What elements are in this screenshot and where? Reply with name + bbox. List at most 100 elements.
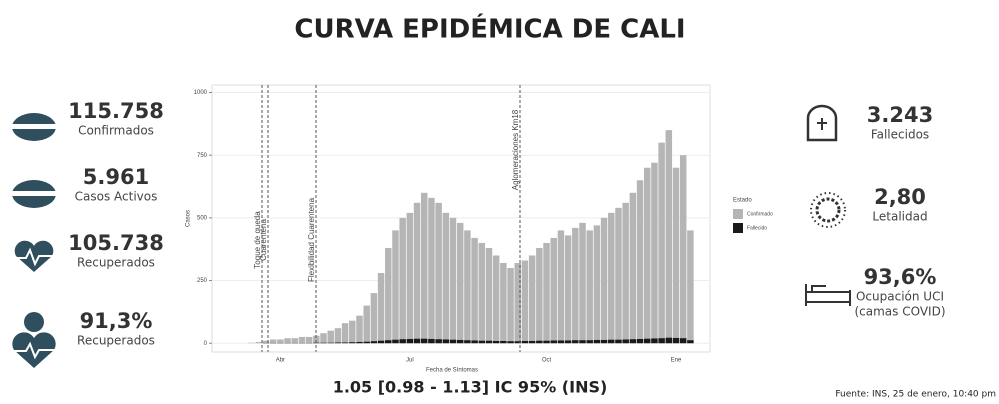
bar (644, 167, 651, 344)
stat-value: 3.243 (867, 103, 933, 127)
bar (406, 338, 414, 344)
bar (665, 130, 673, 344)
bar (550, 237, 557, 344)
bar (600, 217, 608, 344)
bar (500, 340, 507, 344)
bar (421, 338, 428, 344)
bar (428, 197, 435, 344)
bar (651, 338, 658, 344)
bar (370, 341, 378, 344)
event-label: Aglomeraciones Km18 (511, 109, 520, 190)
stat-value: 2,80 (874, 185, 926, 209)
bar (385, 247, 392, 344)
bar (615, 339, 622, 344)
bar (687, 340, 694, 344)
bar (428, 338, 435, 344)
bar (298, 336, 306, 344)
bar (557, 230, 565, 344)
bar (579, 340, 586, 344)
stat-value: 5.961 (83, 165, 149, 189)
bar (435, 339, 442, 344)
bar (464, 340, 471, 344)
bar (507, 268, 514, 344)
stat-label: Fallecidos (871, 128, 929, 142)
x-tick-label: Jul (406, 358, 414, 364)
bar (356, 315, 363, 344)
bar (442, 212, 450, 344)
bar (572, 227, 579, 344)
bar (435, 202, 442, 344)
y-tick-label: 1000 (194, 90, 208, 96)
bar (421, 192, 428, 344)
icon-recovered-pct (12, 312, 56, 368)
bar (615, 207, 622, 344)
bar (485, 247, 493, 344)
bar (679, 338, 687, 344)
y-tick-label: 0 (204, 341, 208, 347)
y-tick-label: 750 (197, 153, 208, 159)
bar (377, 273, 385, 344)
bar (385, 340, 392, 344)
bar (399, 217, 406, 344)
bar (665, 337, 673, 344)
bar (349, 342, 356, 344)
bar (514, 263, 521, 344)
legend-swatch (733, 209, 743, 219)
bar (636, 338, 644, 344)
bar (672, 337, 680, 344)
bar (629, 192, 637, 344)
legend-label: Confirmado (747, 211, 773, 217)
event-label: Cuarentena (259, 219, 268, 261)
bar (392, 339, 399, 344)
bar (557, 340, 565, 344)
bar (334, 342, 342, 344)
stat-label: Letalidad (872, 210, 927, 224)
bar (349, 320, 356, 344)
bar (579, 222, 586, 344)
stat-label: Casos Activos (75, 190, 158, 204)
legend-label: Fallecido (747, 225, 767, 231)
x-tick-label: Abr (276, 358, 285, 364)
bar (622, 339, 629, 344)
bar (536, 247, 543, 344)
bar (456, 222, 464, 344)
bar (449, 217, 457, 344)
bar (543, 340, 550, 344)
stat-sublabel: (camas COVID) (854, 305, 945, 319)
bar (600, 339, 608, 344)
bar (672, 167, 680, 344)
stat-label: Ocupación UCI (856, 290, 944, 304)
icon-recovered (14, 240, 54, 272)
bar (413, 202, 421, 344)
bar (514, 341, 521, 344)
bar (586, 230, 593, 344)
bar (269, 339, 277, 344)
bar (406, 212, 414, 344)
bar (327, 342, 334, 344)
stat-value: 93,6% (864, 265, 937, 289)
bar (679, 155, 687, 344)
bar (608, 339, 615, 344)
bar (277, 339, 284, 344)
bar (507, 341, 514, 344)
bar (356, 341, 363, 344)
x-tick-label: Ene (671, 358, 682, 364)
event-label: Flexibilidad Cuarentena (307, 197, 316, 282)
bar (291, 338, 298, 344)
bar (593, 339, 601, 344)
bar (334, 328, 342, 344)
stat-value: 105.738 (68, 231, 164, 255)
bar (363, 305, 370, 344)
y-axis-label: Casos (186, 210, 192, 227)
bar (564, 235, 572, 344)
bar (442, 339, 450, 344)
bar (636, 180, 644, 344)
bar (550, 340, 557, 344)
bar (586, 340, 593, 344)
stat-label: Recuperados (77, 334, 155, 348)
bar (658, 142, 665, 344)
title: CURVA EPIDÉMICA DE CALI (294, 13, 685, 45)
y-tick-label: 250 (197, 278, 208, 284)
bar (492, 255, 500, 344)
